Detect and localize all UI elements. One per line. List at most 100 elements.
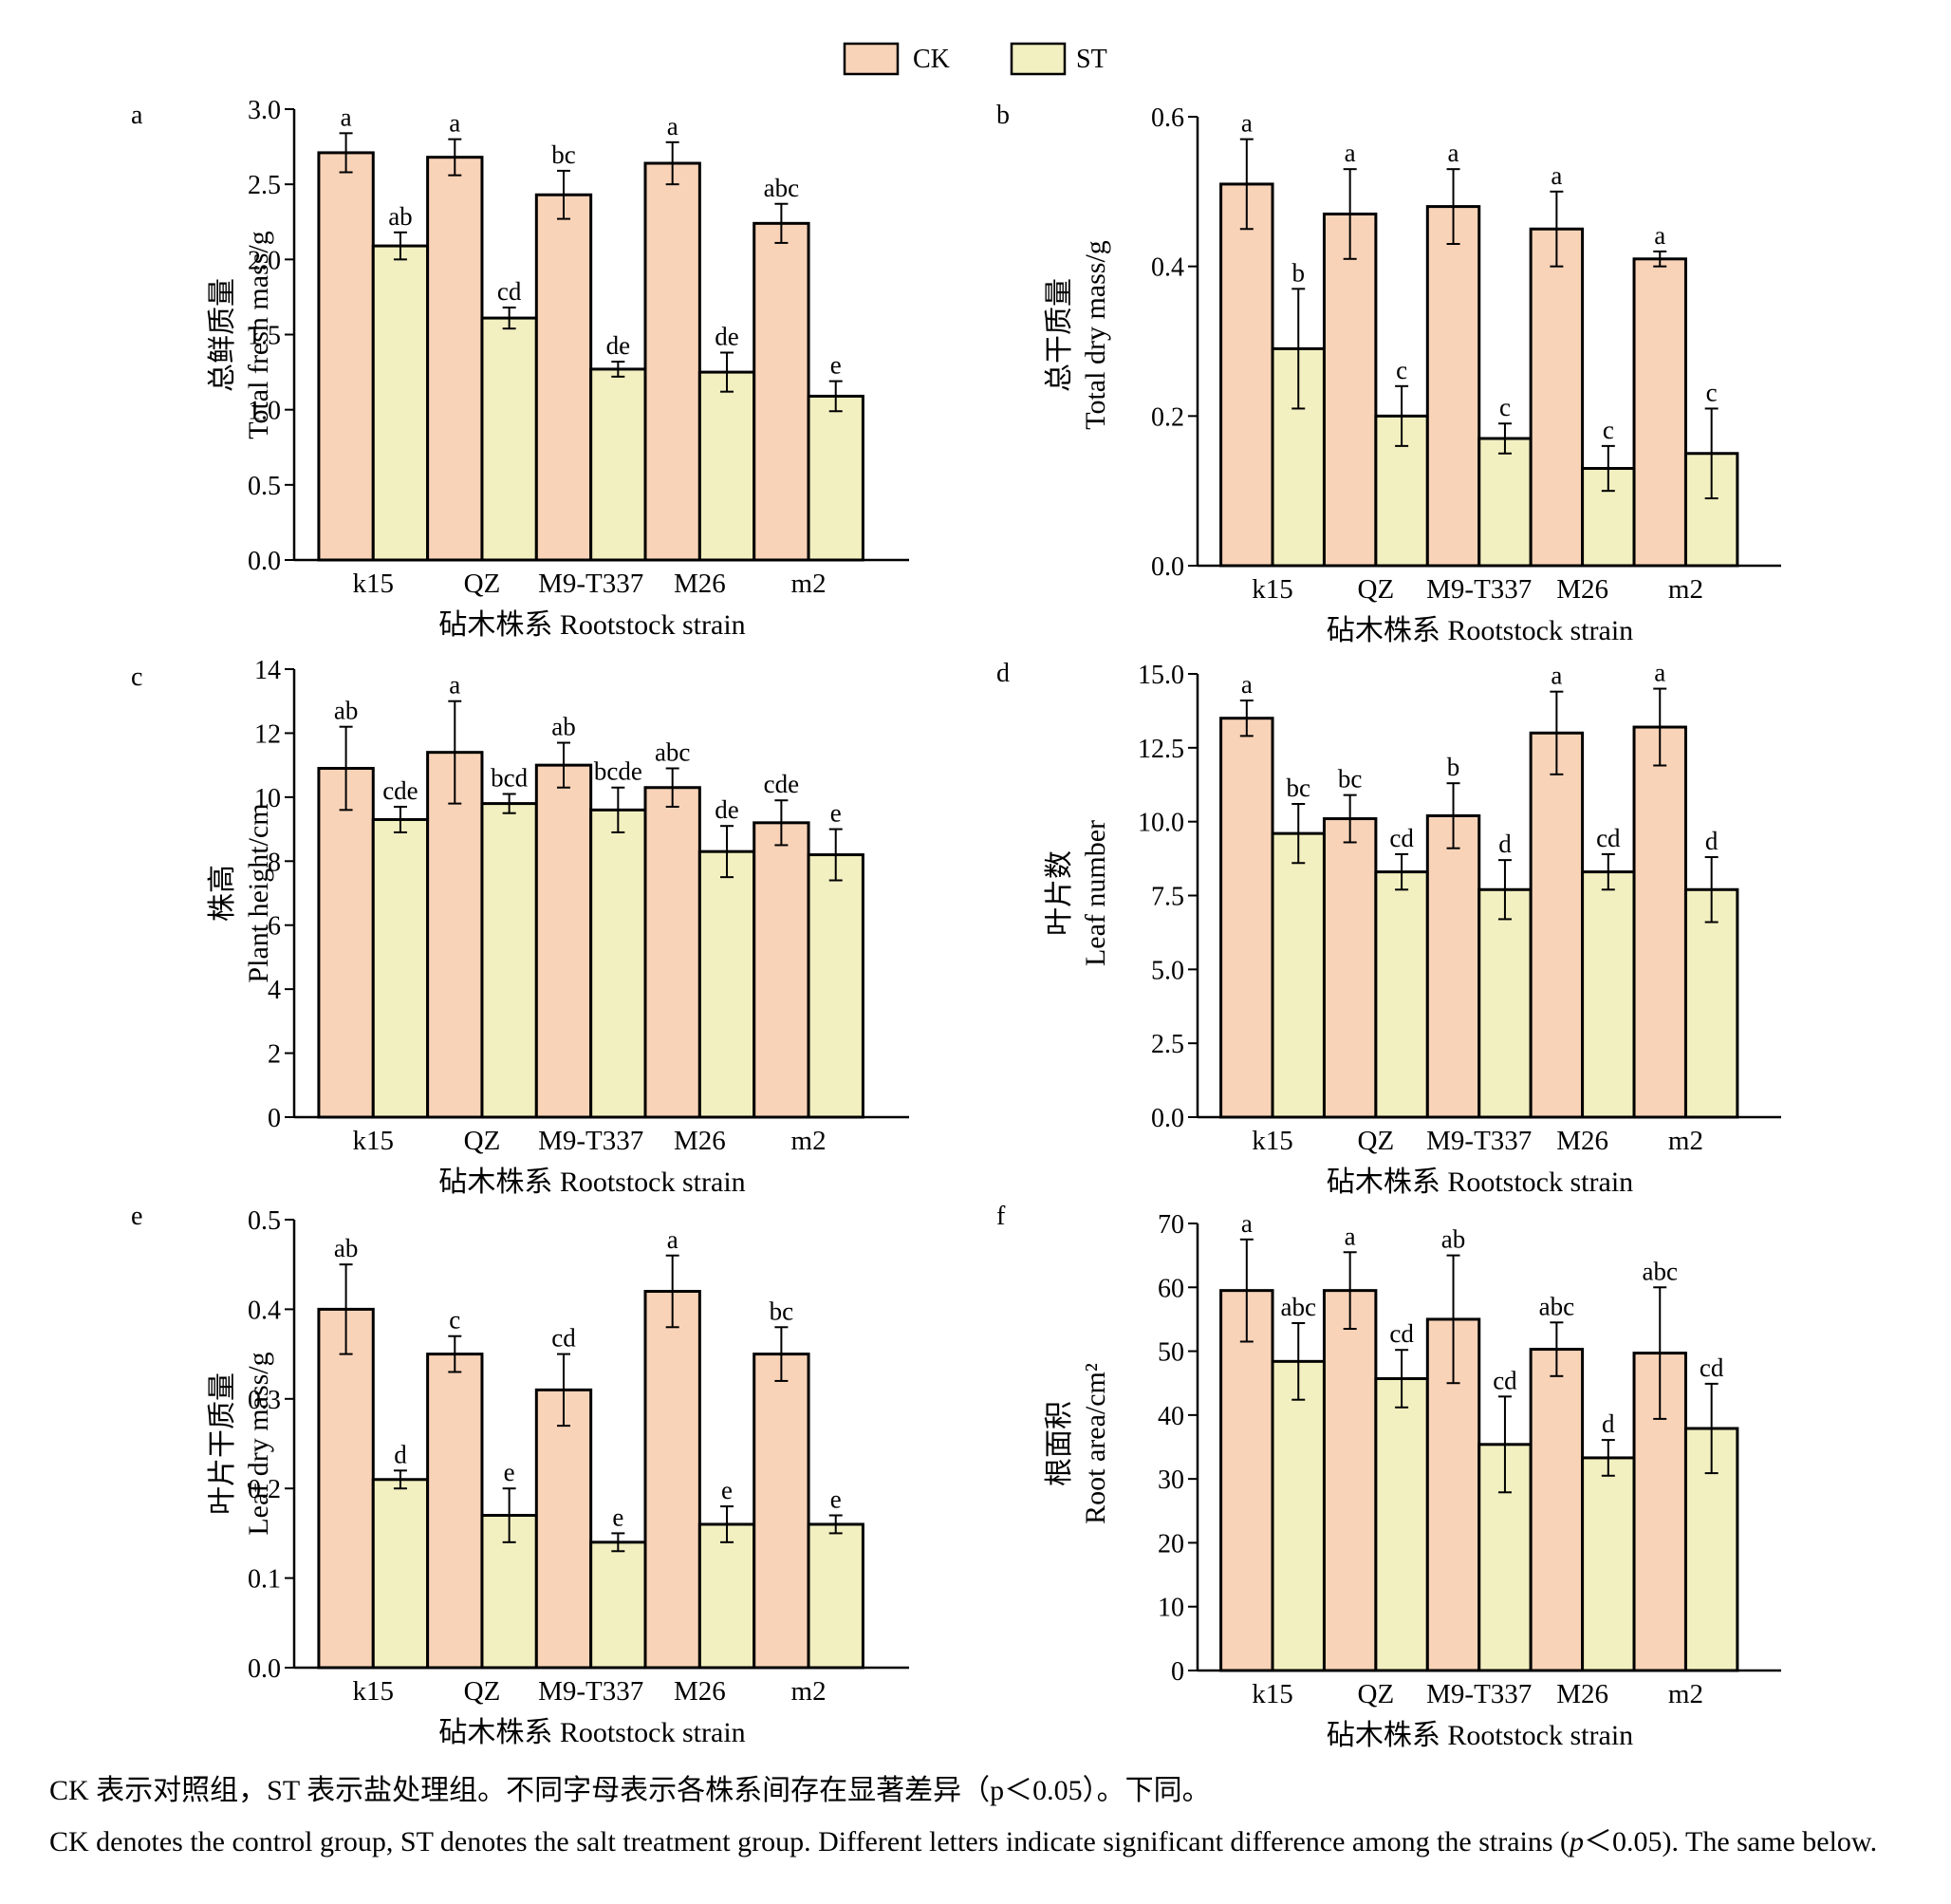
significance-letter-ck-m26: a xyxy=(1551,161,1562,190)
significance-letter-ck-m2: bc xyxy=(770,1297,794,1325)
panel-d: d 0.0 2.5 5.0 7.5 10.0 12.5 15.0 a bc k15 bc cd QZ b d M… xyxy=(996,659,1781,1198)
x-tick-label-m26: M26 xyxy=(674,1676,726,1707)
significance-letter-ck-qz: a xyxy=(1345,1222,1356,1250)
legend-label-st: ST xyxy=(1076,45,1107,74)
significance-letter-ck-m2: a xyxy=(1654,659,1665,687)
y-axis-title-en: Leaf dry mass/g xyxy=(243,1352,274,1535)
bar-st-qz xyxy=(1374,1377,1429,1672)
bar-st-m9-t337 xyxy=(1477,887,1533,1119)
y-axis-title-en: Plant height/cm xyxy=(243,803,274,982)
bar-ck-qz xyxy=(1322,817,1378,1119)
caption-english: CK denotes the control group, ST denotes… xyxy=(19,1817,1926,1868)
x-tick-label-m26: M26 xyxy=(674,1126,726,1156)
significance-letter-st-m2: cd xyxy=(1700,1353,1724,1382)
panel-c: c02468101214abcdek15abcdQZabbcdeM9-T337a… xyxy=(131,656,909,1198)
significance-letter-st-m9-t337: d xyxy=(1498,830,1512,858)
legend: CK ST xyxy=(843,42,1107,76)
x-tick-label-k15: k15 xyxy=(1252,574,1293,605)
x-tick-label-m2: m2 xyxy=(1668,1679,1703,1709)
bar-ck-m9-t337 xyxy=(534,763,593,1119)
significance-letter-ck-qz: a xyxy=(449,671,460,700)
y-tick-label: 0.2 xyxy=(248,1475,281,1504)
bar-st-m9-t337 xyxy=(589,367,647,562)
bar-st-qz xyxy=(480,316,538,562)
y-axis-title-zh: 叶片干质量 xyxy=(207,1372,238,1515)
significance-letter-ck-m2: abc xyxy=(764,174,799,202)
x-tick-label-k15: k15 xyxy=(1252,1126,1293,1156)
bar-ck-m9-t337 xyxy=(1425,813,1481,1119)
x-tick-label-m26: M26 xyxy=(1556,1679,1608,1709)
y-tick-label: 6 xyxy=(268,912,281,942)
x-tick-label-k15: k15 xyxy=(353,1676,395,1707)
bar-ck-m2 xyxy=(1632,725,1687,1119)
bar-ck-m26 xyxy=(643,1290,701,1670)
significance-letter-st-qz: cd xyxy=(1389,1319,1414,1348)
y-axis-title-zh: 株高 xyxy=(207,865,238,922)
y-tick-label: 0.0 xyxy=(1151,1104,1184,1133)
significance-letter-st-qz: bcd xyxy=(491,763,528,792)
bar-ck-k15 xyxy=(1219,182,1274,568)
bar-ck-m26 xyxy=(1529,227,1585,568)
x-tick-label-m9-t337: M9-T337 xyxy=(1426,1126,1532,1156)
significance-letter-st-qz: cd xyxy=(497,277,522,306)
bar-st-m9-t337 xyxy=(589,808,647,1119)
significance-letter-st-k15: cde xyxy=(382,776,418,805)
y-tick-label: 50 xyxy=(1158,1338,1184,1368)
y-tick-label: 30 xyxy=(1158,1465,1184,1495)
y-axis-title-en: Root area/cm² xyxy=(1080,1363,1111,1524)
bar-ck-qz xyxy=(426,1353,484,1670)
bar-st-m26 xyxy=(697,1522,756,1670)
x-axis-title: 砧木株系 Rootstock strain xyxy=(1327,1167,1633,1198)
panel-label: e xyxy=(131,1202,142,1231)
y-tick-label: 0.2 xyxy=(1151,402,1184,432)
x-tick-label-k15: k15 xyxy=(353,569,395,599)
bar-st-m2 xyxy=(807,1522,864,1670)
significance-letter-st-qz: e xyxy=(504,1458,515,1486)
panel-label: d xyxy=(996,659,1010,688)
y-axis-title-zh: 根面积 xyxy=(1044,1401,1075,1486)
x-tick-label-qz: QZ xyxy=(1358,1679,1395,1709)
significance-letter-ck-m2: a xyxy=(1654,221,1665,250)
bar-st-qz xyxy=(1374,870,1429,1119)
significance-letter-ck-qz: bc xyxy=(1338,765,1363,793)
bar-st-k15 xyxy=(371,244,430,562)
y-tick-label: 0.0 xyxy=(248,547,281,576)
bar-st-m26 xyxy=(697,370,756,562)
bar-st-m2 xyxy=(807,853,864,1119)
y-tick-label: 3.0 xyxy=(248,96,281,125)
y-axis-title-zh: 总干质量 xyxy=(1044,278,1075,392)
significance-letter-st-qz: c xyxy=(1396,356,1407,384)
significance-letter-ck-m9-t337: cd xyxy=(551,1324,576,1353)
x-tick-label-m26: M26 xyxy=(674,569,726,599)
significance-letter-ck-m9-t337: bc xyxy=(551,140,576,169)
significance-letter-st-m2: d xyxy=(1705,827,1719,855)
y-axis-title: 叶片数 Leaf number xyxy=(1044,820,1111,966)
y-tick-label: 60 xyxy=(1158,1274,1184,1303)
significance-letter-st-m26: c xyxy=(1603,416,1614,444)
x-tick-label-m2: m2 xyxy=(791,1676,827,1707)
significance-letter-ck-m26: abc xyxy=(1539,1292,1574,1320)
bar-ck-m2 xyxy=(753,221,810,562)
significance-letter-ck-m9-t337: a xyxy=(1448,139,1459,167)
y-tick-label: 12.5 xyxy=(1138,735,1184,764)
bar-ck-m26 xyxy=(643,786,701,1119)
figure-caption: CK 表示对照组，ST 表示盐处理组。不同字母表示各株系间存在显著差异（p＜0.… xyxy=(19,1765,1926,1868)
bar-ck-m9-t337 xyxy=(534,1388,593,1670)
bar-ck-k15 xyxy=(317,1307,375,1670)
y-tick-label: 14 xyxy=(254,656,281,685)
bar-ck-m9-t337 xyxy=(1425,205,1481,568)
bar-ck-m26 xyxy=(1529,1348,1585,1672)
significance-letter-st-m26: cd xyxy=(1596,824,1621,852)
caption-english-part1: CK denotes the control group, ST denotes… xyxy=(49,1826,1570,1857)
x-tick-label-qz: QZ xyxy=(1358,574,1395,605)
y-tick-label: 0.4 xyxy=(248,1296,281,1325)
legend-swatch-st xyxy=(1010,42,1067,76)
caption-english-part2: ＜0.05). The same below. xyxy=(1584,1826,1878,1857)
y-tick-label: 1.0 xyxy=(248,397,281,426)
figure: CK ST a0.00.51.01.52.02.53.0 aabk15acdQZbc… xyxy=(131,42,1781,1751)
x-tick-label-qz: QZ xyxy=(464,1676,501,1707)
x-axis-title: 砧木株系 Rootstock strain xyxy=(438,1167,745,1198)
bar-ck-k15 xyxy=(317,767,375,1119)
significance-letter-ck-k15: ab xyxy=(334,1234,358,1262)
